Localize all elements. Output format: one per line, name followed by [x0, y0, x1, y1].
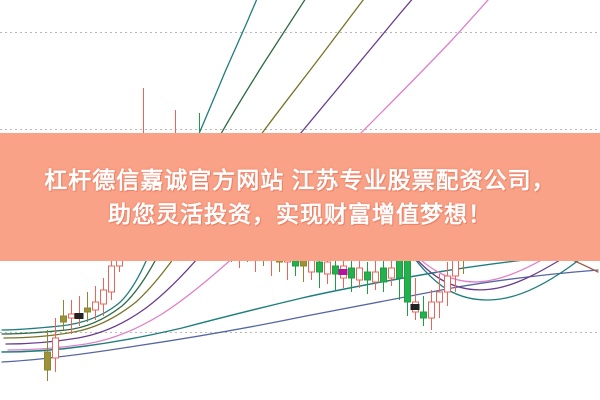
candlestick[interactable] — [428, 290, 435, 330]
candle-body — [316, 261, 323, 273]
candle-body — [436, 291, 443, 303]
candlestick[interactable] — [364, 262, 371, 294]
candlestick[interactable] — [410, 278, 420, 320]
candle-marker — [74, 313, 84, 319]
candlestick[interactable] — [100, 278, 107, 316]
candle-body — [380, 267, 387, 283]
ma-line-teal2 — [1, 251, 599, 353]
candle-body — [364, 271, 371, 281]
promo-line-1: 杠杆德信嘉诚官方网站 江苏专业股票配资公司， — [44, 167, 556, 193]
candlestick[interactable] — [74, 296, 84, 326]
candle-body — [68, 313, 75, 319]
promo-line-2: 助您灵活投资，实现财富增值梦想！ — [108, 201, 492, 227]
promo-banner[interactable]: 杠杆德信嘉诚官方网站 江苏专业股票配资公司， 助您灵活投资，实现财富增值梦想！ — [0, 133, 600, 261]
candle-body — [420, 311, 427, 319]
candle-body — [92, 301, 99, 311]
candlestick[interactable] — [44, 330, 51, 381]
candle-body — [388, 267, 395, 279]
candle-body — [324, 261, 331, 275]
candle-body — [428, 301, 435, 319]
candlestick[interactable] — [436, 274, 443, 318]
candle-body — [84, 307, 91, 313]
candlestick[interactable] — [348, 258, 355, 292]
candlestick[interactable] — [60, 300, 67, 330]
candle-body — [372, 271, 379, 283]
candle-body — [44, 351, 51, 371]
candle-body — [444, 275, 451, 293]
candle-body — [108, 265, 115, 293]
candlestick[interactable] — [52, 318, 59, 372]
candle-marker — [338, 269, 348, 275]
candlestick[interactable] — [444, 262, 451, 306]
ma-line-slate_right — [1, 269, 599, 363]
candle-body — [60, 315, 67, 323]
candle-body — [348, 267, 355, 279]
candlestick[interactable] — [108, 258, 115, 300]
candle-body — [52, 337, 59, 359]
candle-marker — [410, 304, 420, 310]
candlestick[interactable] — [420, 296, 427, 326]
candle-body — [356, 267, 363, 281]
candle-body — [100, 289, 107, 305]
candlestick[interactable] — [92, 286, 99, 320]
candlestick[interactable] — [84, 292, 91, 322]
candle-body — [332, 265, 339, 275]
candlestick[interactable] — [380, 258, 387, 292]
